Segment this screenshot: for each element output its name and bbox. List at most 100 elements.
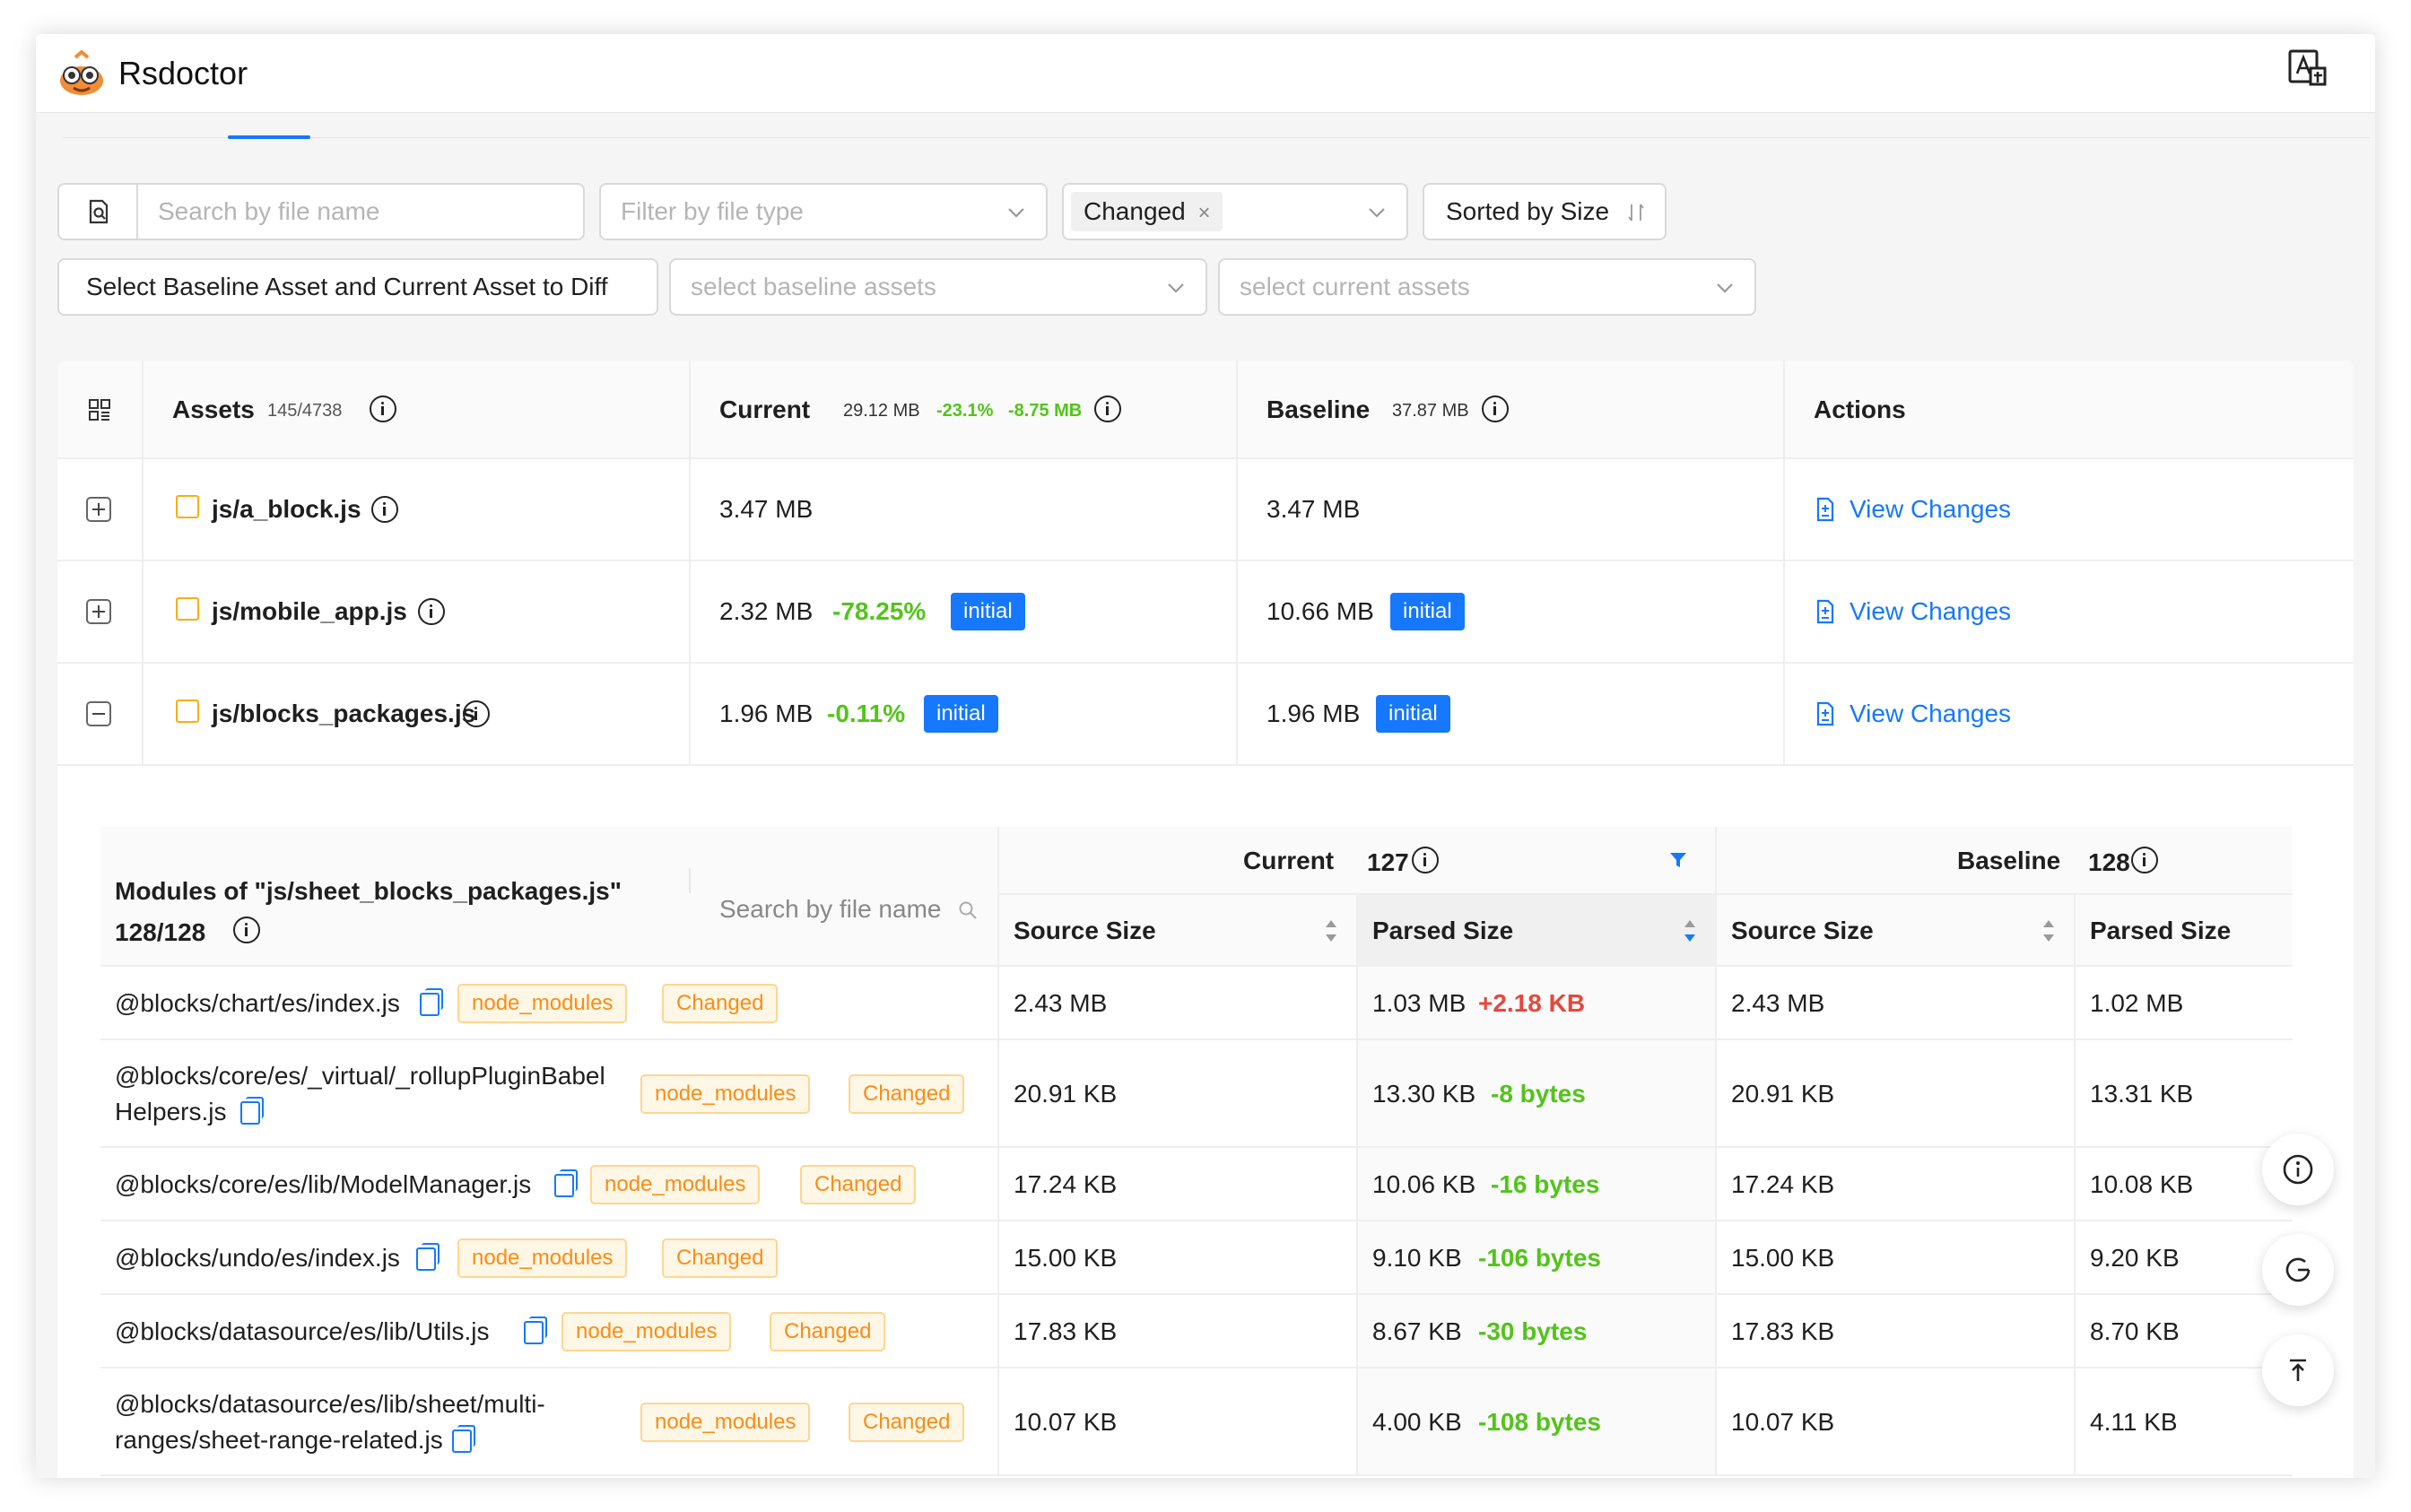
sort-button[interactable]: Sorted by Size bbox=[1423, 183, 1667, 240]
module-path: @blocks/core/es/_virtual/_rollupPluginBa… bbox=[115, 1062, 605, 1090]
asset-current-size: 2.32 MB bbox=[719, 597, 814, 625]
baseline-source-size-header[interactable]: Source Size bbox=[1715, 895, 2074, 967]
copy-icon[interactable] bbox=[416, 1243, 440, 1271]
filter-icon[interactable] bbox=[1668, 850, 1688, 870]
sort-arrows-icon[interactable] bbox=[1324, 918, 1338, 943]
module-row: @blocks/datasource/es/lib/sheet/multi-ra… bbox=[100, 1369, 2293, 1476]
view-changes-link[interactable]: View Changes bbox=[1850, 700, 2012, 727]
sort-icon bbox=[1628, 204, 1644, 222]
current-assets-select[interactable]: select current assets bbox=[1218, 258, 1756, 316]
cur-parsed-cell: 10.06 KB -16 bytes bbox=[1356, 1148, 1715, 1220]
app-window: Rsdoctor Search by file name Filter by f… bbox=[36, 34, 2375, 1478]
base-source-size: 15.00 KB bbox=[1731, 1244, 1835, 1272]
sort-arrows-icon[interactable] bbox=[1683, 918, 1697, 943]
file-diff-icon bbox=[1816, 701, 1834, 726]
base-source-cell: 2.43 MB bbox=[1715, 967, 2074, 1038]
module-row: @blocks/datasource/es/lib/Utils.js node_m… bbox=[100, 1295, 2293, 1369]
refresh-fab[interactable] bbox=[2262, 1234, 2334, 1306]
modules-search-placeholder[interactable]: Search by file name bbox=[719, 895, 942, 923]
expand-row-button[interactable] bbox=[86, 497, 111, 522]
info-icon[interactable] bbox=[2131, 847, 2158, 873]
copy-icon[interactable] bbox=[420, 988, 443, 1016]
asset-name-cell: js/mobile_app.js bbox=[142, 561, 689, 662]
cur-source-cell: 20.91 KB bbox=[997, 1040, 1356, 1146]
checkbox-icon bbox=[176, 495, 199, 518]
base-source-cell: 15.00 KB bbox=[1715, 1221, 2074, 1293]
copy-icon[interactable] bbox=[524, 1316, 547, 1344]
info-icon[interactable] bbox=[463, 700, 490, 727]
view-changes-link[interactable]: View Changes bbox=[1850, 495, 2012, 523]
changed-filter-tag: Changed × bbox=[1071, 192, 1223, 231]
parsed-size-label: Parsed Size bbox=[2090, 917, 2232, 944]
parsed-size-delta: -30 bytes bbox=[1478, 1317, 1588, 1345]
changed-tag: Changed bbox=[662, 984, 779, 1023]
view-changes-link[interactable]: View Changes bbox=[1850, 597, 2012, 625]
asset-name-cell: js/a_block.js bbox=[142, 459, 689, 560]
info-icon[interactable] bbox=[370, 395, 396, 422]
base-parsed-cell: 10.08 KB bbox=[2074, 1148, 2293, 1220]
info-icon[interactable] bbox=[418, 598, 445, 625]
back-to-top-fab[interactable] bbox=[2262, 1334, 2334, 1406]
sort-arrows-icon[interactable] bbox=[2041, 918, 2056, 943]
collapse-row-button[interactable] bbox=[86, 701, 111, 726]
asset-row: js/a_block.js 3.47 MB 3.47 MB View Chang… bbox=[57, 459, 2354, 561]
cur-source-size: 10.07 KB bbox=[1014, 1408, 1118, 1436]
diff-select-button[interactable]: Select Baseline Asset and Current Asset … bbox=[57, 258, 658, 316]
grid-icon[interactable] bbox=[88, 398, 111, 421]
baseline-header-label: Baseline bbox=[1266, 395, 1371, 423]
node-modules-tag: node_modules bbox=[457, 984, 628, 1023]
info-icon[interactable] bbox=[1412, 847, 1439, 873]
assets-col-header: Assets 145/4738 bbox=[142, 361, 689, 459]
copy-icon[interactable] bbox=[240, 1097, 264, 1125]
assets-count: 145/4738 bbox=[267, 401, 343, 421]
changed-tag: Changed bbox=[662, 1238, 779, 1278]
asset-baseline-cell: 10.66 MB initial bbox=[1236, 561, 1783, 662]
copy-icon[interactable] bbox=[554, 1169, 578, 1197]
changed-tag: Changed bbox=[849, 1074, 965, 1114]
base-parsed-size: 10.08 KB bbox=[2090, 1170, 2194, 1198]
info-icon[interactable] bbox=[371, 496, 398, 523]
current-parsed-size-header[interactable]: Parsed Size bbox=[1356, 895, 1715, 967]
asset-baseline-cell: 1.96 MB initial bbox=[1236, 664, 1783, 764]
cur-parsed-size: 10.06 KB bbox=[1372, 1170, 1476, 1198]
baseline-group-header: Baseline 128 bbox=[1715, 827, 2293, 895]
current-source-size-header[interactable]: Source Size bbox=[997, 895, 1356, 967]
info-icon[interactable] bbox=[1094, 395, 1121, 422]
cur-parsed-cell: 9.10 KB -106 bytes bbox=[1356, 1221, 1715, 1293]
cur-parsed-cell: 1.03 MB +2.18 KB bbox=[1356, 967, 1715, 1038]
asset-actions-cell: View Changes bbox=[1783, 459, 2354, 560]
info-fab[interactable] bbox=[2262, 1134, 2334, 1205]
module-path-continued: ranges/sheet-range-related.js bbox=[115, 1426, 443, 1454]
changed-tag: Changed bbox=[770, 1312, 886, 1351]
asset-baseline-size: 10.66 MB bbox=[1266, 597, 1374, 625]
info-icon[interactable] bbox=[1482, 395, 1509, 422]
asset-row: js/blocks_packages.js 1.96 MB -0.11% ini… bbox=[57, 664, 2354, 766]
copy-icon[interactable] bbox=[452, 1425, 475, 1453]
change-type-select[interactable]: Changed × bbox=[1062, 183, 1408, 240]
node-modules-tag: node_modules bbox=[457, 1238, 628, 1278]
close-icon[interactable]: × bbox=[1197, 201, 1211, 225]
filetype-select[interactable]: Filter by file type bbox=[599, 183, 1048, 240]
search-file-input[interactable]: Search by file name bbox=[57, 183, 585, 240]
cur-source-cell: 2.43 MB bbox=[997, 967, 1356, 1038]
info-icon[interactable] bbox=[233, 917, 260, 943]
module-row: @blocks/core/es/_virtual/_rollupPluginBa… bbox=[100, 1040, 2293, 1148]
baseline-parsed-size-header[interactable]: Parsed Size bbox=[2074, 895, 2293, 967]
translate-icon[interactable] bbox=[2285, 47, 2328, 90]
parsed-size-delta: -16 bytes bbox=[1491, 1170, 1600, 1198]
filetype-placeholder: Filter by file type bbox=[621, 197, 804, 225]
parsed-size-delta: +2.18 KB bbox=[1478, 989, 1586, 1017]
actions-col-header: Actions bbox=[1783, 361, 2354, 459]
search-icon[interactable] bbox=[958, 900, 978, 920]
cur-source-size: 17.24 KB bbox=[1014, 1170, 1118, 1198]
cur-parsed-cell: 4.00 KB -108 bytes bbox=[1356, 1369, 1715, 1474]
base-parsed-size: 9.20 KB bbox=[2090, 1244, 2180, 1272]
changed-filter-label: Changed bbox=[1084, 197, 1186, 225]
modules-title: Modules of "js/sheet_blocks_packages.js" bbox=[115, 877, 622, 905]
expand-row-button[interactable] bbox=[86, 599, 111, 624]
baseline-assets-select[interactable]: select baseline assets bbox=[669, 258, 1207, 316]
rsdoctor-logo bbox=[60, 50, 103, 95]
chevron-down-icon bbox=[1717, 283, 1733, 293]
current-header-label: Current bbox=[719, 395, 811, 423]
file-diff-icon bbox=[1816, 497, 1834, 522]
